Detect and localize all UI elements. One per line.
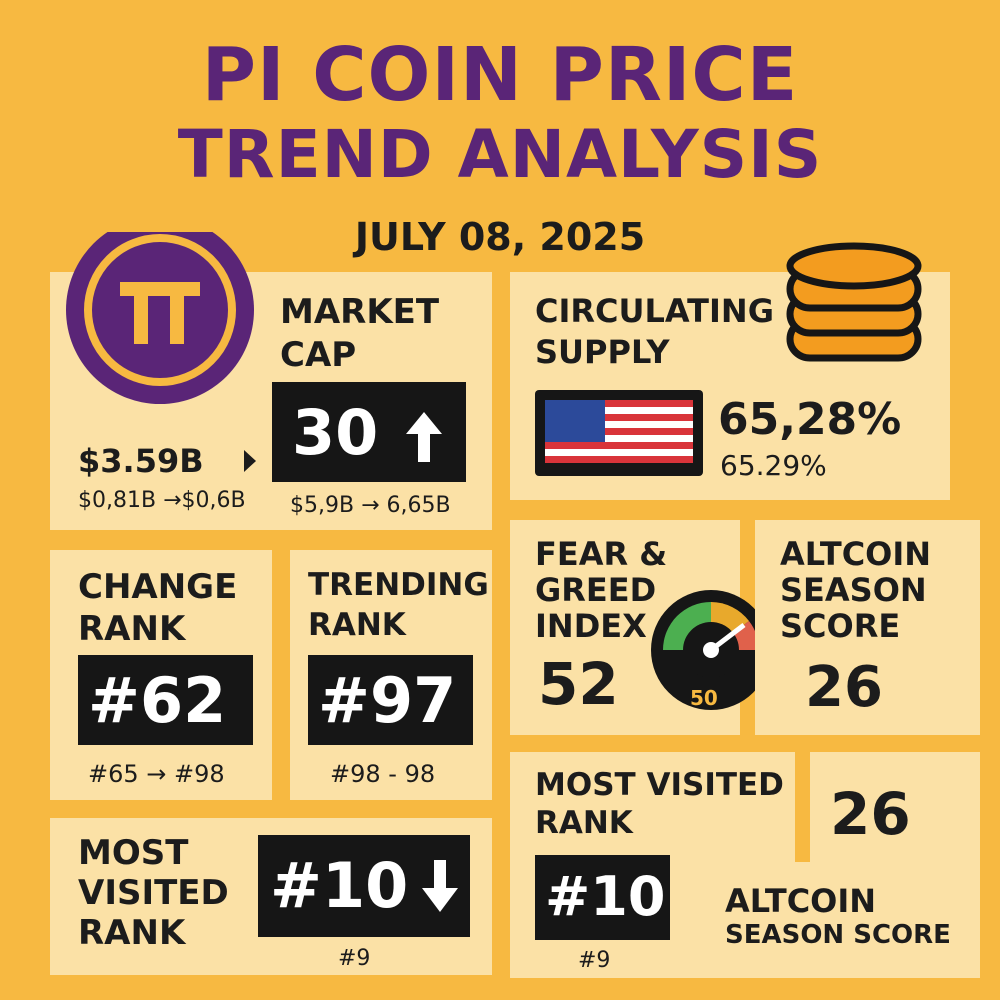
value: $3.59B xyxy=(78,442,204,480)
value: 65,28% xyxy=(718,394,902,445)
value: 52 xyxy=(538,650,619,718)
value: 26 xyxy=(805,655,883,720)
badge-value: #97 xyxy=(318,664,457,737)
label: SEASON xyxy=(780,571,927,609)
label: RANK xyxy=(308,607,406,643)
label: SUPPLY xyxy=(535,333,670,371)
label: ALTCOIN xyxy=(780,535,932,573)
label: CAP xyxy=(280,335,357,375)
altcoin-bottom-panel xyxy=(810,752,980,862)
flag xyxy=(535,390,703,476)
label: CIRCULATING xyxy=(535,292,774,330)
label: RANK xyxy=(78,609,186,649)
label: TRENDING xyxy=(308,567,489,603)
label: MOST xyxy=(78,833,189,873)
arrow-icon xyxy=(244,450,256,472)
badge xyxy=(308,655,473,745)
up-arrow xyxy=(406,412,442,462)
label: VISITED xyxy=(78,873,229,913)
badge-value: #10 xyxy=(270,849,409,922)
label: RANK xyxy=(535,805,633,841)
sub-value: 65.29% xyxy=(720,449,827,482)
coin-stack xyxy=(786,242,922,362)
sub-value: #98 - 98 xyxy=(330,760,436,788)
badge-value: #10 xyxy=(545,865,666,928)
date: JULY 08, 2025 xyxy=(354,215,646,259)
badge xyxy=(78,655,253,745)
title-line: PI COIN PRICE xyxy=(201,32,799,118)
badge-value: 30 xyxy=(292,396,379,469)
gauge xyxy=(651,590,771,710)
altcoin-panel xyxy=(755,520,980,735)
sub-value: #9 xyxy=(578,948,611,973)
label: FEAR & xyxy=(535,535,668,573)
label: CHANGE xyxy=(78,567,238,607)
gauge-label: 50 xyxy=(690,686,718,710)
value: 26 xyxy=(830,780,911,848)
badge-value: #62 xyxy=(88,664,227,737)
label: ALTCOIN xyxy=(725,882,877,920)
title-line: TREND ANALYSIS xyxy=(177,116,823,193)
label: RANK xyxy=(78,913,186,953)
altcoin-bottom-panel xyxy=(705,862,980,978)
sub-value: #9 xyxy=(338,946,371,971)
label: SCORE xyxy=(780,607,901,645)
sub-value: #65 → #98 xyxy=(88,760,225,788)
sub-value: $0,81B →$0,6B xyxy=(78,488,246,513)
down-arrow xyxy=(422,860,458,912)
pi-logo xyxy=(66,232,254,404)
label: GREED xyxy=(535,571,657,609)
sub-value: $5,9B → 6,65B xyxy=(290,493,451,518)
label: SEASON SCORE xyxy=(725,920,951,950)
label: MOST VISITED xyxy=(535,767,784,803)
label: INDEX xyxy=(535,607,647,645)
badge xyxy=(535,855,670,940)
label: MARKET xyxy=(280,292,440,332)
